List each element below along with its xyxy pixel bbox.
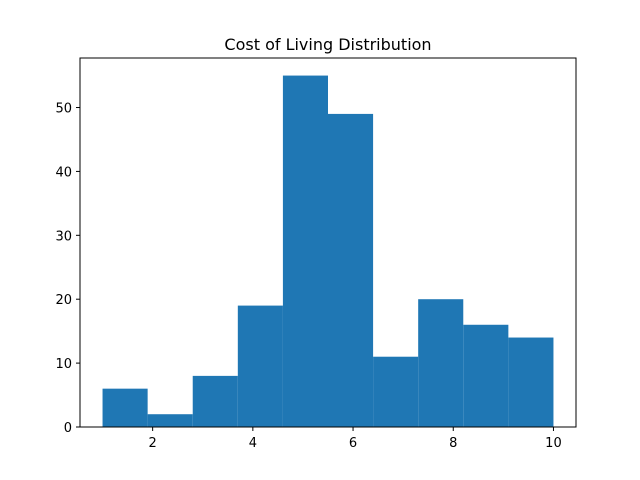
histogram-bar [508, 337, 554, 427]
x-tick-label: 2 [149, 436, 157, 451]
histogram-bar [102, 388, 148, 427]
y-axis: 0 10 20 30 40 50 [55, 102, 80, 436]
x-tick-label: 6 [349, 436, 357, 451]
histogram-bar [282, 75, 328, 428]
histogram-bar [463, 324, 509, 427]
y-tick-label: 0 [64, 421, 72, 436]
y-tick-label: 20 [55, 293, 72, 308]
y-tick-label: 30 [55, 229, 72, 244]
histogram-bar [328, 113, 374, 427]
x-axis: 2 4 6 8 10 [149, 427, 562, 451]
histogram-bar [192, 375, 238, 427]
bars-group [102, 75, 554, 428]
histogram-bar [373, 356, 419, 427]
y-tick-label: 40 [55, 165, 72, 180]
plot-frame [79, 57, 577, 428]
histogram-bar [147, 414, 193, 427]
histogram-bar [418, 299, 464, 427]
histogram-bar [237, 305, 283, 427]
x-tick-label: 8 [449, 436, 457, 451]
chart-title: Cost of Living Distribution [224, 35, 431, 54]
x-tick-label: 10 [545, 436, 562, 451]
y-tick-label: 10 [55, 357, 72, 372]
x-tick-label: 4 [249, 436, 257, 451]
y-tick-label: 50 [55, 102, 72, 117]
